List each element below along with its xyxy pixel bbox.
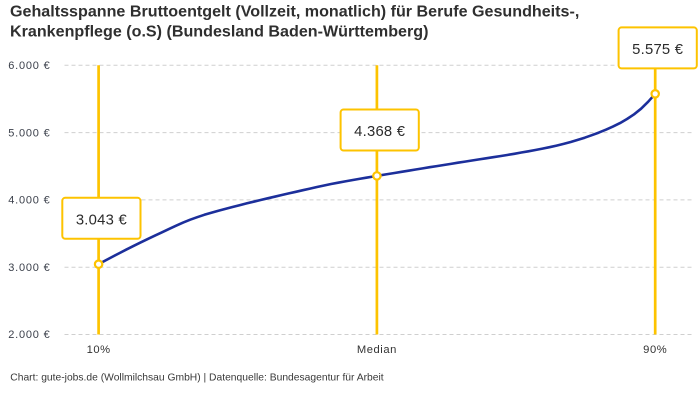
svg-text:2.000 €: 2.000 € [8, 329, 50, 341]
svg-text:Median: Median [357, 344, 397, 356]
svg-text:Krankenpflege (o.S) (Bundeslan: Krankenpflege (o.S) (Bundesland Baden-Wü… [10, 22, 428, 40]
svg-text:5.000 €: 5.000 € [8, 127, 50, 139]
svg-text:90%: 90% [643, 344, 667, 356]
svg-text:3.000 €: 3.000 € [8, 262, 50, 274]
svg-text:5.575 €: 5.575 € [632, 42, 684, 58]
svg-text:6.000 €: 6.000 € [8, 60, 50, 72]
svg-text:Gehaltsspanne Bruttoentgelt (V: Gehaltsspanne Bruttoentgelt (Vollzeit, m… [10, 3, 579, 21]
svg-text:3.043 €: 3.043 € [76, 213, 128, 229]
svg-text:4.368 €: 4.368 € [354, 124, 406, 140]
svg-text:Chart: gute-jobs.de (Wollmilch: Chart: gute-jobs.de (Wollmilchsau GmbH) … [10, 373, 383, 384]
svg-text:4.000 €: 4.000 € [8, 195, 50, 207]
svg-text:10%: 10% [87, 344, 111, 356]
